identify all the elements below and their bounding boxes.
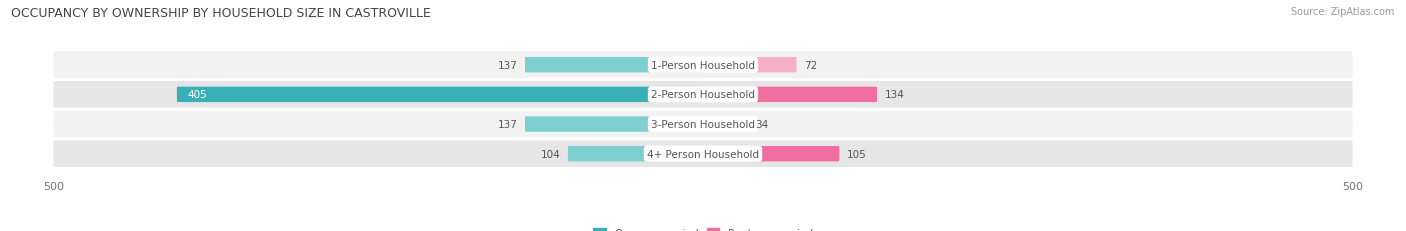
Text: Source: ZipAtlas.com: Source: ZipAtlas.com [1291,7,1395,17]
Text: 34: 34 [755,119,768,130]
Legend: Owner-occupied, Renter-occupied: Owner-occupied, Renter-occupied [593,228,813,231]
FancyBboxPatch shape [524,117,703,132]
FancyBboxPatch shape [177,87,703,103]
FancyBboxPatch shape [703,58,797,73]
FancyBboxPatch shape [524,58,703,73]
Text: OCCUPANCY BY OWNERSHIP BY HOUSEHOLD SIZE IN CASTROVILLE: OCCUPANCY BY OWNERSHIP BY HOUSEHOLD SIZE… [11,7,432,20]
Text: 137: 137 [498,61,517,70]
Text: 137: 137 [498,119,517,130]
Text: 72: 72 [804,61,817,70]
Text: 105: 105 [848,149,868,159]
FancyBboxPatch shape [703,146,839,162]
FancyBboxPatch shape [53,111,1353,138]
Text: 104: 104 [540,149,560,159]
Text: 1-Person Household: 1-Person Household [651,61,755,70]
FancyBboxPatch shape [53,82,1353,108]
FancyBboxPatch shape [53,141,1353,167]
FancyBboxPatch shape [703,117,747,132]
Text: 405: 405 [187,90,207,100]
FancyBboxPatch shape [53,52,1353,79]
Text: 134: 134 [884,90,904,100]
Text: 2-Person Household: 2-Person Household [651,90,755,100]
FancyBboxPatch shape [703,87,877,103]
FancyBboxPatch shape [568,146,703,162]
Text: 3-Person Household: 3-Person Household [651,119,755,130]
Text: 4+ Person Household: 4+ Person Household [647,149,759,159]
